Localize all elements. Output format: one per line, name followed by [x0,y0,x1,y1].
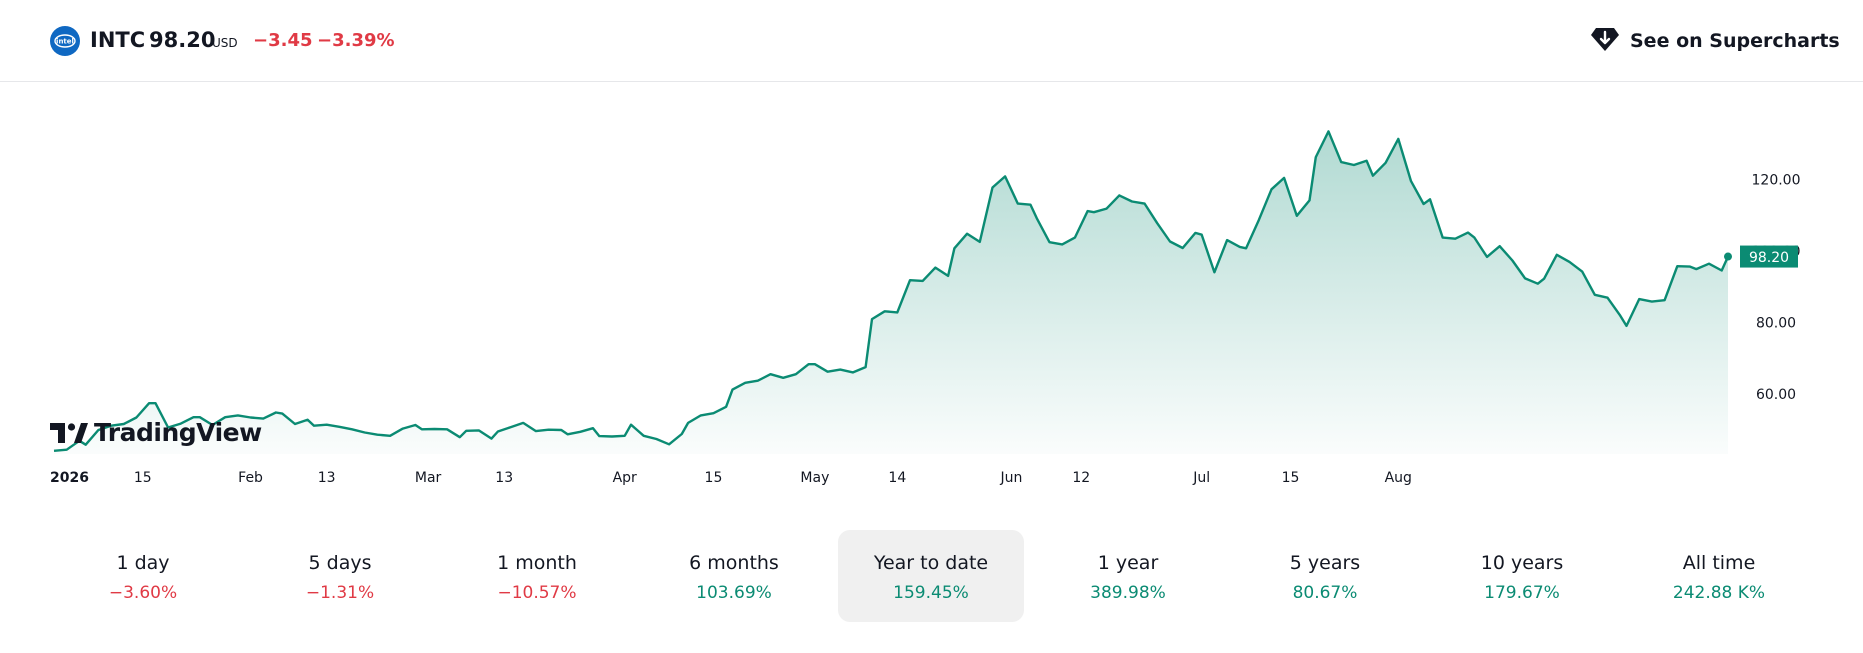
period-label: 1 month [497,552,577,574]
x-tick-label: 14 [888,470,906,486]
price-change: −3.45 [253,30,313,51]
see-on-supercharts-button[interactable]: See on Supercharts [1590,24,1840,58]
x-tick-label: Jun [1000,470,1023,486]
y-tick-label: 80.00 [1756,316,1796,332]
period-label: 1 year [1097,552,1159,574]
period-year-to-date[interactable]: Year to date 159.45% [838,530,1024,622]
period-10-years[interactable]: 10 years 179.67% [1429,530,1615,622]
price-line [53,130,1730,452]
period-return: 179.67% [1484,583,1560,603]
x-tick-label: 12 [1072,470,1090,486]
x-tick-label: Apr [613,470,637,486]
y-tick-label: 120.00 [1752,173,1801,189]
period-5-years[interactable]: 5 years 80.67% [1232,530,1418,622]
ticker-symbol: INTC [90,28,146,52]
x-tick-label: Aug [1385,470,1412,486]
intel-logo-icon: intel [50,26,80,56]
intel-logo-text: intel [56,38,74,46]
period-label: 10 years [1480,552,1564,574]
period-label: 6 months [689,552,779,574]
period-return: −3.60% [108,583,178,603]
period-all-time[interactable]: All time 242.88 K% [1626,530,1812,622]
price-area-fill [54,131,1728,454]
x-tick-label: 15 [1282,470,1300,486]
period-label: 1 day [116,552,170,574]
period-return: −1.31% [305,583,375,603]
last-price-label-bg [1740,245,1798,268]
period-return: 80.67% [1292,583,1358,603]
tradingview-logo-icon [50,422,88,443]
last-price-label: 98.20 [1749,250,1789,266]
period-return: 242.88 K% [1672,583,1766,603]
period-label: 5 years [1289,552,1361,574]
x-tick-label: 13 [495,470,513,486]
y-tick-label: 60.00 [1756,387,1796,403]
last-price: 98.20 [149,28,216,52]
period-6-months[interactable]: 6 months 103.69% [641,530,827,622]
period-return: 389.98% [1090,583,1166,603]
x-tick-label: 15 [134,470,152,486]
x-tick-label: Feb [238,470,263,486]
supercharts-label: See on Supercharts [1630,30,1840,52]
last-price-dot [1724,252,1732,261]
x-tick-label: Jul [1192,470,1210,486]
period-label: 5 days [308,552,372,574]
x-tick-label: 15 [705,470,723,486]
tradingview-logo: TradingView [50,418,262,447]
period-5-days[interactable]: 5 days −1.31% [247,530,433,622]
x-tick-label: May [800,470,829,486]
period-return: 159.45% [893,583,969,603]
currency-code: USD [212,36,238,50]
period-return: 103.69% [696,583,772,603]
symbol-header: intel INTC 98.20 USD −3.45 −3.39% See on… [0,0,1863,82]
period-selector: 1 day −3.60% 5 days −1.31% 1 month −10.5… [50,530,1820,622]
tradingview-logo-text: TradingView [94,418,262,447]
period-label: Year to date [873,552,989,574]
period-label: All time [1682,552,1756,574]
period-1-year[interactable]: 1 year 389.98% [1035,530,1221,622]
period-1-month[interactable]: 1 month −10.57% [444,530,630,622]
x-tick-label: 13 [318,470,336,486]
period-1-day[interactable]: 1 day −3.60% [50,530,236,622]
x-tick-label: 2026 [50,470,89,486]
x-tick-label: Mar [415,470,442,486]
period-return: −10.57% [497,583,577,603]
price-change-percent: −3.39% [317,30,395,51]
supercharts-icon [1590,25,1620,57]
